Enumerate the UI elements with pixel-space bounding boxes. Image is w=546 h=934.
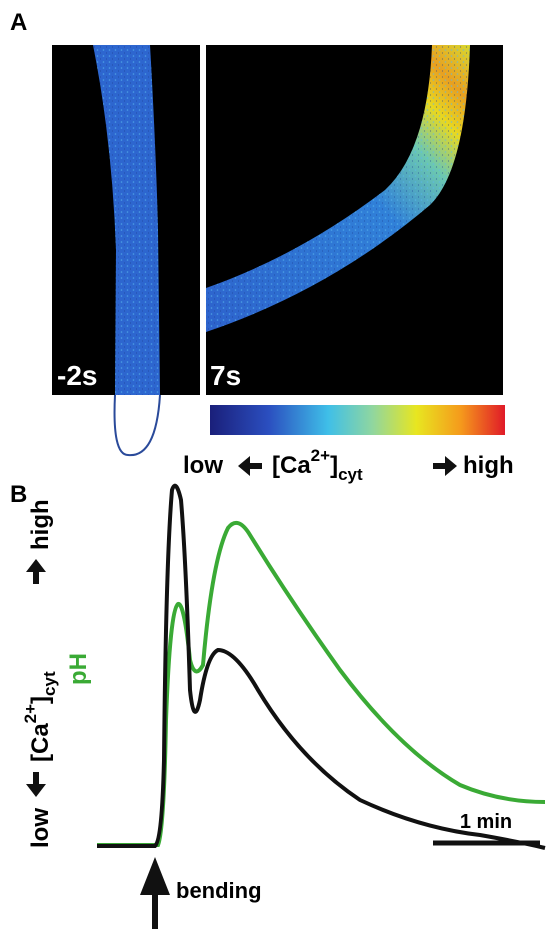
quantity-text: ] xyxy=(330,452,338,479)
colorbar xyxy=(210,405,505,435)
time-label: -2s xyxy=(57,360,97,391)
arrow xyxy=(433,456,457,476)
stimulus-label: bending xyxy=(176,878,262,903)
panel-label: B xyxy=(10,481,27,508)
y-axis-high: high xyxy=(27,499,54,550)
quantity-sup: 2+ xyxy=(21,704,40,723)
colorbar-high: high xyxy=(463,452,514,479)
y-axis-ph: pH xyxy=(65,653,92,685)
y-axis-quantity: [Ca2+]cyt xyxy=(21,671,59,762)
calcium-trace xyxy=(97,483,546,850)
quantity-text: [Ca xyxy=(272,452,311,479)
quantity-sub: cyt xyxy=(40,671,59,696)
quantity-text: [Ca xyxy=(27,723,54,762)
ph-trace xyxy=(97,520,546,847)
quantity-sub: cyt xyxy=(338,465,363,484)
root-outline xyxy=(113,394,161,457)
panel-label: A xyxy=(10,9,27,36)
scale-bar-label: 1 min xyxy=(460,811,512,833)
colorbar-low: low xyxy=(183,452,223,479)
root-image xyxy=(206,45,470,332)
time-label: 7s xyxy=(210,360,241,391)
arrow xyxy=(26,772,46,797)
quantity-text: ] xyxy=(27,696,54,704)
arrow xyxy=(238,456,262,476)
quantity-sup: 2+ xyxy=(311,446,330,465)
y-axis-low: low xyxy=(27,808,54,848)
stimulus-arrow xyxy=(140,857,170,929)
arrow xyxy=(26,559,46,584)
root-image xyxy=(93,45,160,395)
colorbar-quantity: [Ca2+]cyt xyxy=(272,446,363,484)
